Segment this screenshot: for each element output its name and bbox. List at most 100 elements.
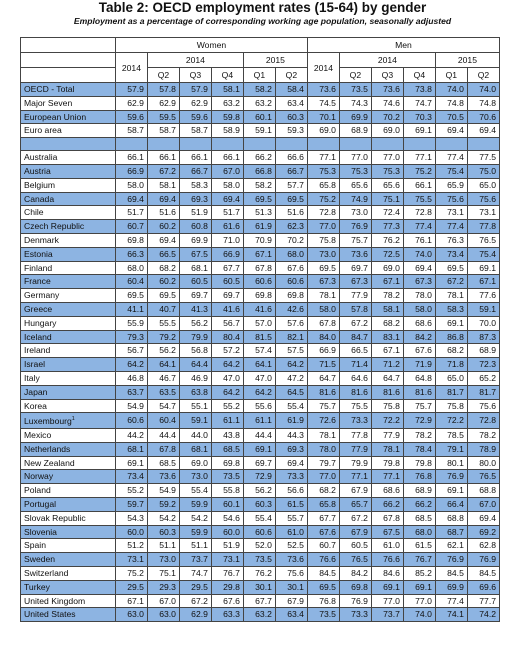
men-value-cell: 84.5	[466, 565, 501, 581]
women-value-cell: 63.5	[146, 384, 180, 400]
women-value-cell: 41.6	[210, 301, 244, 317]
men-value-cell: 74.0	[402, 246, 436, 262]
women-value-cell: 69.0	[178, 455, 212, 471]
men-value-cell: 71.5	[306, 357, 340, 372]
women-value-cell: 60.6	[242, 524, 276, 540]
men-value-cell: 87.3	[466, 329, 501, 345]
men-value-cell: 73.1	[434, 205, 468, 221]
women-value-cell: 60.5	[210, 274, 244, 290]
women-value-cell: 51.1	[178, 538, 212, 554]
women-value-cell: 73.0	[178, 469, 212, 485]
women-value-cell: 69.4	[146, 191, 180, 207]
men-value-cell: 64.6	[338, 370, 372, 386]
men-value-cell: 81.6	[338, 384, 372, 400]
men-value-cell: 65.8	[306, 496, 340, 512]
women-value-cell: 72.9	[242, 469, 276, 485]
men-value-cell: 66.4	[434, 496, 468, 512]
women-value-cell: 62.9	[146, 95, 180, 111]
women-value-cell: 58.2	[242, 82, 276, 97]
women-value-cell: 60.6	[274, 274, 308, 290]
men-value-cell: 69.9	[338, 109, 372, 125]
country-name: Germany	[24, 290, 60, 301]
women-value-cell: 67.6	[210, 593, 244, 609]
men-value-cell: 81.6	[306, 384, 340, 400]
header-blank	[20, 37, 116, 53]
row-label: Slovak Republic	[20, 510, 116, 526]
table-row: OECD - Total 57.9 57.8 57.9 58.1 58.2 58.4 73.6…	[20, 82, 501, 97]
spacer-cell	[370, 137, 404, 152]
country-name: OECD - Total	[24, 84, 75, 94]
women-value-cell: 63.3	[210, 607, 244, 623]
row-label: Netherlands	[20, 441, 116, 457]
women-value-cell: 73.7	[178, 552, 212, 567]
women-value-cell: 67.7	[210, 260, 244, 276]
men-value-cell: 80.1	[434, 455, 468, 471]
men-value-cell: 67.2	[338, 510, 372, 526]
men-value-cell: 77.0	[370, 593, 404, 609]
row-label: Israel	[20, 357, 116, 372]
men-value-cell: 67.0	[466, 496, 501, 512]
men-value-cell: 77.9	[370, 427, 404, 443]
women-value-cell: 66.1	[210, 150, 244, 165]
country-name: Chile	[24, 207, 44, 218]
men-value-cell: 76.7	[402, 552, 436, 567]
men-value-cell: 69.1	[370, 579, 404, 595]
men-q3-header: Q3	[370, 67, 404, 83]
row-label: Finland	[20, 260, 116, 276]
men-value-cell: 77.8	[466, 219, 501, 234]
women-2014-quarters-header: 2014	[146, 52, 244, 68]
men-value-cell: 76.3	[434, 232, 468, 248]
men-value-cell: 73.7	[370, 607, 404, 623]
men-2014-quarters-header: 2014	[338, 52, 436, 68]
women-value-cell: 44.4	[146, 427, 180, 443]
men-value-cell: 76.9	[434, 469, 468, 485]
women-value-cell: 69.9	[178, 232, 212, 248]
women-value-cell: 60.2	[146, 274, 180, 290]
men-value-cell: 76.6	[370, 552, 404, 567]
women-value-cell: 69.7	[210, 288, 244, 303]
row-label: Belgium	[20, 177, 116, 193]
table-row: Iceland 79.3 79.2 79.9 80.4 81.5 82.1 84.0 84.7 8…	[20, 329, 501, 345]
table-row: United States 63.0 63.0 62.9 63.3 63.2 63.4 73.…	[20, 607, 501, 623]
men-value-cell: 65.7	[338, 496, 372, 512]
men-value-cell: 77.4	[434, 150, 468, 165]
men-value-cell: 75.8	[306, 232, 340, 248]
men-value-cell: 65.6	[370, 177, 404, 193]
table-row: Mexico 44.2 44.4 44.0 43.8 44.4 44.3 78.1 77.8 77…	[20, 427, 501, 443]
women-value-cell: 56.7	[114, 343, 148, 359]
women-group-header: Women	[114, 37, 308, 53]
men-value-cell: 71.9	[402, 357, 436, 372]
women-value-cell: 54.6	[210, 510, 244, 526]
spacer-cell	[210, 137, 244, 152]
women-value-cell: 67.1	[114, 593, 148, 609]
men-value-cell: 67.1	[370, 274, 404, 290]
women-value-cell: 69.5	[114, 288, 148, 303]
women-value-cell: 51.3	[242, 205, 276, 221]
women-value-cell: 69.1	[114, 455, 148, 471]
men-value-cell: 74.0	[434, 82, 468, 97]
men-value-cell: 72.2	[434, 412, 468, 429]
women-value-cell: 62.9	[178, 607, 212, 623]
table-row: European Union 59.6 59.5 59.6 59.8 60.1 60.3 70…	[20, 109, 501, 125]
men-value-cell: 72.8	[402, 205, 436, 221]
women-value-cell: 66.6	[274, 150, 308, 165]
women-value-cell: 59.7	[114, 496, 148, 512]
country-name: Ireland	[24, 345, 51, 356]
men-value-cell: 75.8	[434, 398, 468, 414]
women-value-cell: 69.3	[178, 191, 212, 207]
country-name: Austria	[24, 165, 51, 176]
men-value-cell: 69.4	[466, 123, 501, 139]
women-value-cell: 55.2	[210, 398, 244, 414]
men-value-cell: 73.5	[306, 607, 340, 623]
row-label: Portugal	[20, 496, 116, 512]
women-value-cell: 69.7	[178, 288, 212, 303]
women-value-cell: 69.5	[242, 191, 276, 207]
row-label: Chile	[20, 205, 116, 221]
table-row: Germany 69.5 69.5 69.7 69.7 69.8 69.8 78.1 77.9 7…	[20, 288, 501, 303]
women-value-cell: 61.6	[210, 219, 244, 234]
row-label: Euro area	[20, 123, 116, 139]
women-value-cell: 60.4	[146, 412, 180, 429]
row-label: OECD - Total	[20, 82, 116, 97]
women-value-cell: 60.3	[274, 109, 308, 125]
men-value-cell: 72.5	[370, 246, 404, 262]
